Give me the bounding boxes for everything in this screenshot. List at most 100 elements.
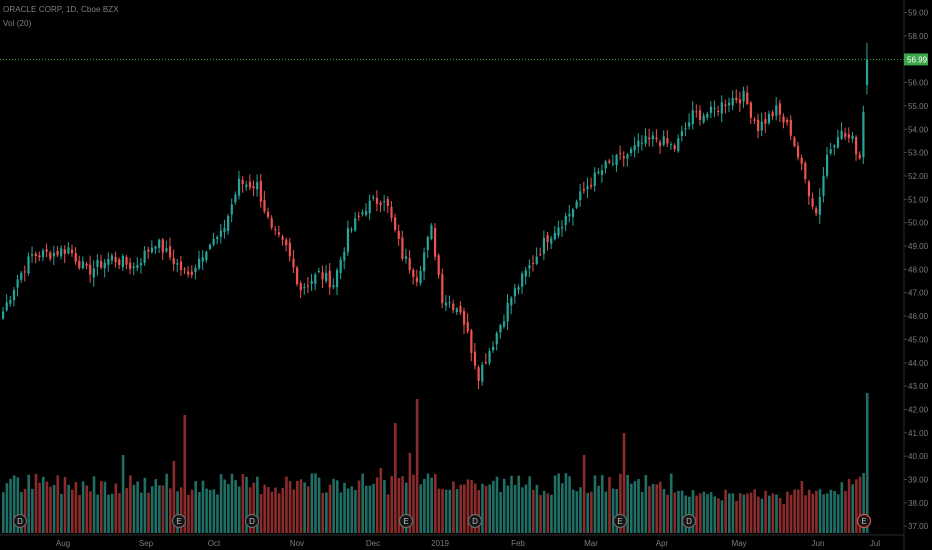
volume-bar xyxy=(56,475,60,533)
dividend-marker[interactable]: D xyxy=(12,513,28,529)
candle-body xyxy=(285,239,288,246)
candle-body xyxy=(292,258,295,268)
candle-body xyxy=(125,257,128,265)
volume-bar xyxy=(12,475,16,533)
candle-body xyxy=(851,135,854,140)
volume-bar xyxy=(571,489,575,533)
candle-body xyxy=(542,237,546,254)
candle-body xyxy=(245,184,248,187)
event-marker-letter: D xyxy=(472,517,478,526)
earnings-marker[interactable]: E xyxy=(856,513,872,529)
time-tick-label: Jun xyxy=(812,539,825,548)
volume-bar xyxy=(281,487,285,533)
candle-body xyxy=(753,119,756,121)
volume-bar xyxy=(158,485,161,533)
candle-body xyxy=(865,59,869,85)
volume-bar xyxy=(419,484,423,533)
volume-bar xyxy=(183,415,187,533)
volume-bar xyxy=(495,476,499,533)
volume-bar xyxy=(67,484,70,533)
price-tick-label: 44.00 xyxy=(908,359,929,368)
volume-bar xyxy=(2,492,5,533)
volume-bar xyxy=(586,492,590,533)
volume-bar xyxy=(383,480,386,533)
candle-body xyxy=(296,267,299,285)
volume-bar xyxy=(637,478,640,533)
volume-bar xyxy=(728,493,731,533)
volume-bar xyxy=(100,481,103,533)
candle-body xyxy=(143,250,146,263)
volume-bar xyxy=(415,399,419,533)
volume-bar xyxy=(531,489,535,533)
volume-bar xyxy=(564,473,568,533)
volume-bar xyxy=(332,478,335,533)
candle-body xyxy=(256,182,259,190)
volume-bar xyxy=(365,485,368,533)
volume-bar xyxy=(194,481,197,533)
candle-body xyxy=(158,239,161,248)
price-tick-label: 58.00 xyxy=(908,32,929,41)
candle-body xyxy=(259,180,262,202)
candle-body xyxy=(350,229,353,231)
volume-bar xyxy=(666,494,669,533)
candle-body xyxy=(303,287,306,289)
earnings-marker[interactable]: E xyxy=(398,513,414,529)
earnings-marker[interactable]: E xyxy=(612,513,628,529)
volume-bar xyxy=(343,482,346,533)
volume-bar xyxy=(669,473,673,533)
volume-bar xyxy=(477,490,481,533)
candle-body xyxy=(557,227,560,236)
candle-body xyxy=(12,290,16,301)
volume-bar xyxy=(818,489,822,533)
volume-bar xyxy=(724,489,727,533)
volume-bar xyxy=(16,477,20,533)
volume-bar xyxy=(698,493,702,533)
candle-body xyxy=(234,194,237,203)
candle-body xyxy=(553,232,556,240)
volume-bar xyxy=(720,500,724,533)
earnings-marker[interactable]: E xyxy=(171,513,187,529)
volume-bar xyxy=(60,493,63,533)
volume-bar xyxy=(23,488,27,533)
volume-bar xyxy=(361,473,364,533)
dividend-marker[interactable]: D xyxy=(244,513,260,529)
candle-body xyxy=(775,105,778,116)
volume-bar xyxy=(528,476,531,533)
candle-body xyxy=(277,232,281,235)
time-axis[interactable]: Aug Sep Oct Nov Dec 2019 Feb Mar Apr May Jun Jul xyxy=(0,534,904,548)
volume-bar xyxy=(168,488,172,533)
volume-bar xyxy=(321,492,325,533)
candle-body xyxy=(778,103,782,115)
volume-bars xyxy=(2,393,869,533)
volume-bar xyxy=(328,484,332,533)
candle-body xyxy=(640,142,644,144)
volume-bar xyxy=(608,476,611,533)
price-axis[interactable]: 59.0058.0057.0056.0055.0054.0053.0052.00… xyxy=(903,0,929,550)
volume-bar xyxy=(85,485,89,533)
volume-bar xyxy=(139,492,143,533)
dividend-marker[interactable]: D xyxy=(467,513,483,529)
candle-body xyxy=(550,238,553,244)
candle-body xyxy=(433,228,437,257)
volume-bar xyxy=(629,483,633,533)
dividend-marker[interactable]: D xyxy=(681,513,697,529)
volume-bar xyxy=(702,491,706,533)
candle-body xyxy=(535,256,538,264)
candle-body xyxy=(274,229,277,231)
candle-body xyxy=(92,268,95,278)
event-marker-circle xyxy=(612,513,628,529)
volume-bar xyxy=(129,475,132,533)
candle-body xyxy=(201,257,204,262)
volume-bar xyxy=(615,488,619,533)
candle-body xyxy=(437,255,440,275)
candle-body xyxy=(172,257,175,265)
volume-bar xyxy=(147,492,150,533)
volume-bar xyxy=(38,482,41,533)
candle-body xyxy=(227,215,230,232)
candle-body xyxy=(749,102,752,118)
candle-body xyxy=(52,253,56,257)
candle-body xyxy=(270,218,273,228)
candle-body xyxy=(81,261,85,269)
